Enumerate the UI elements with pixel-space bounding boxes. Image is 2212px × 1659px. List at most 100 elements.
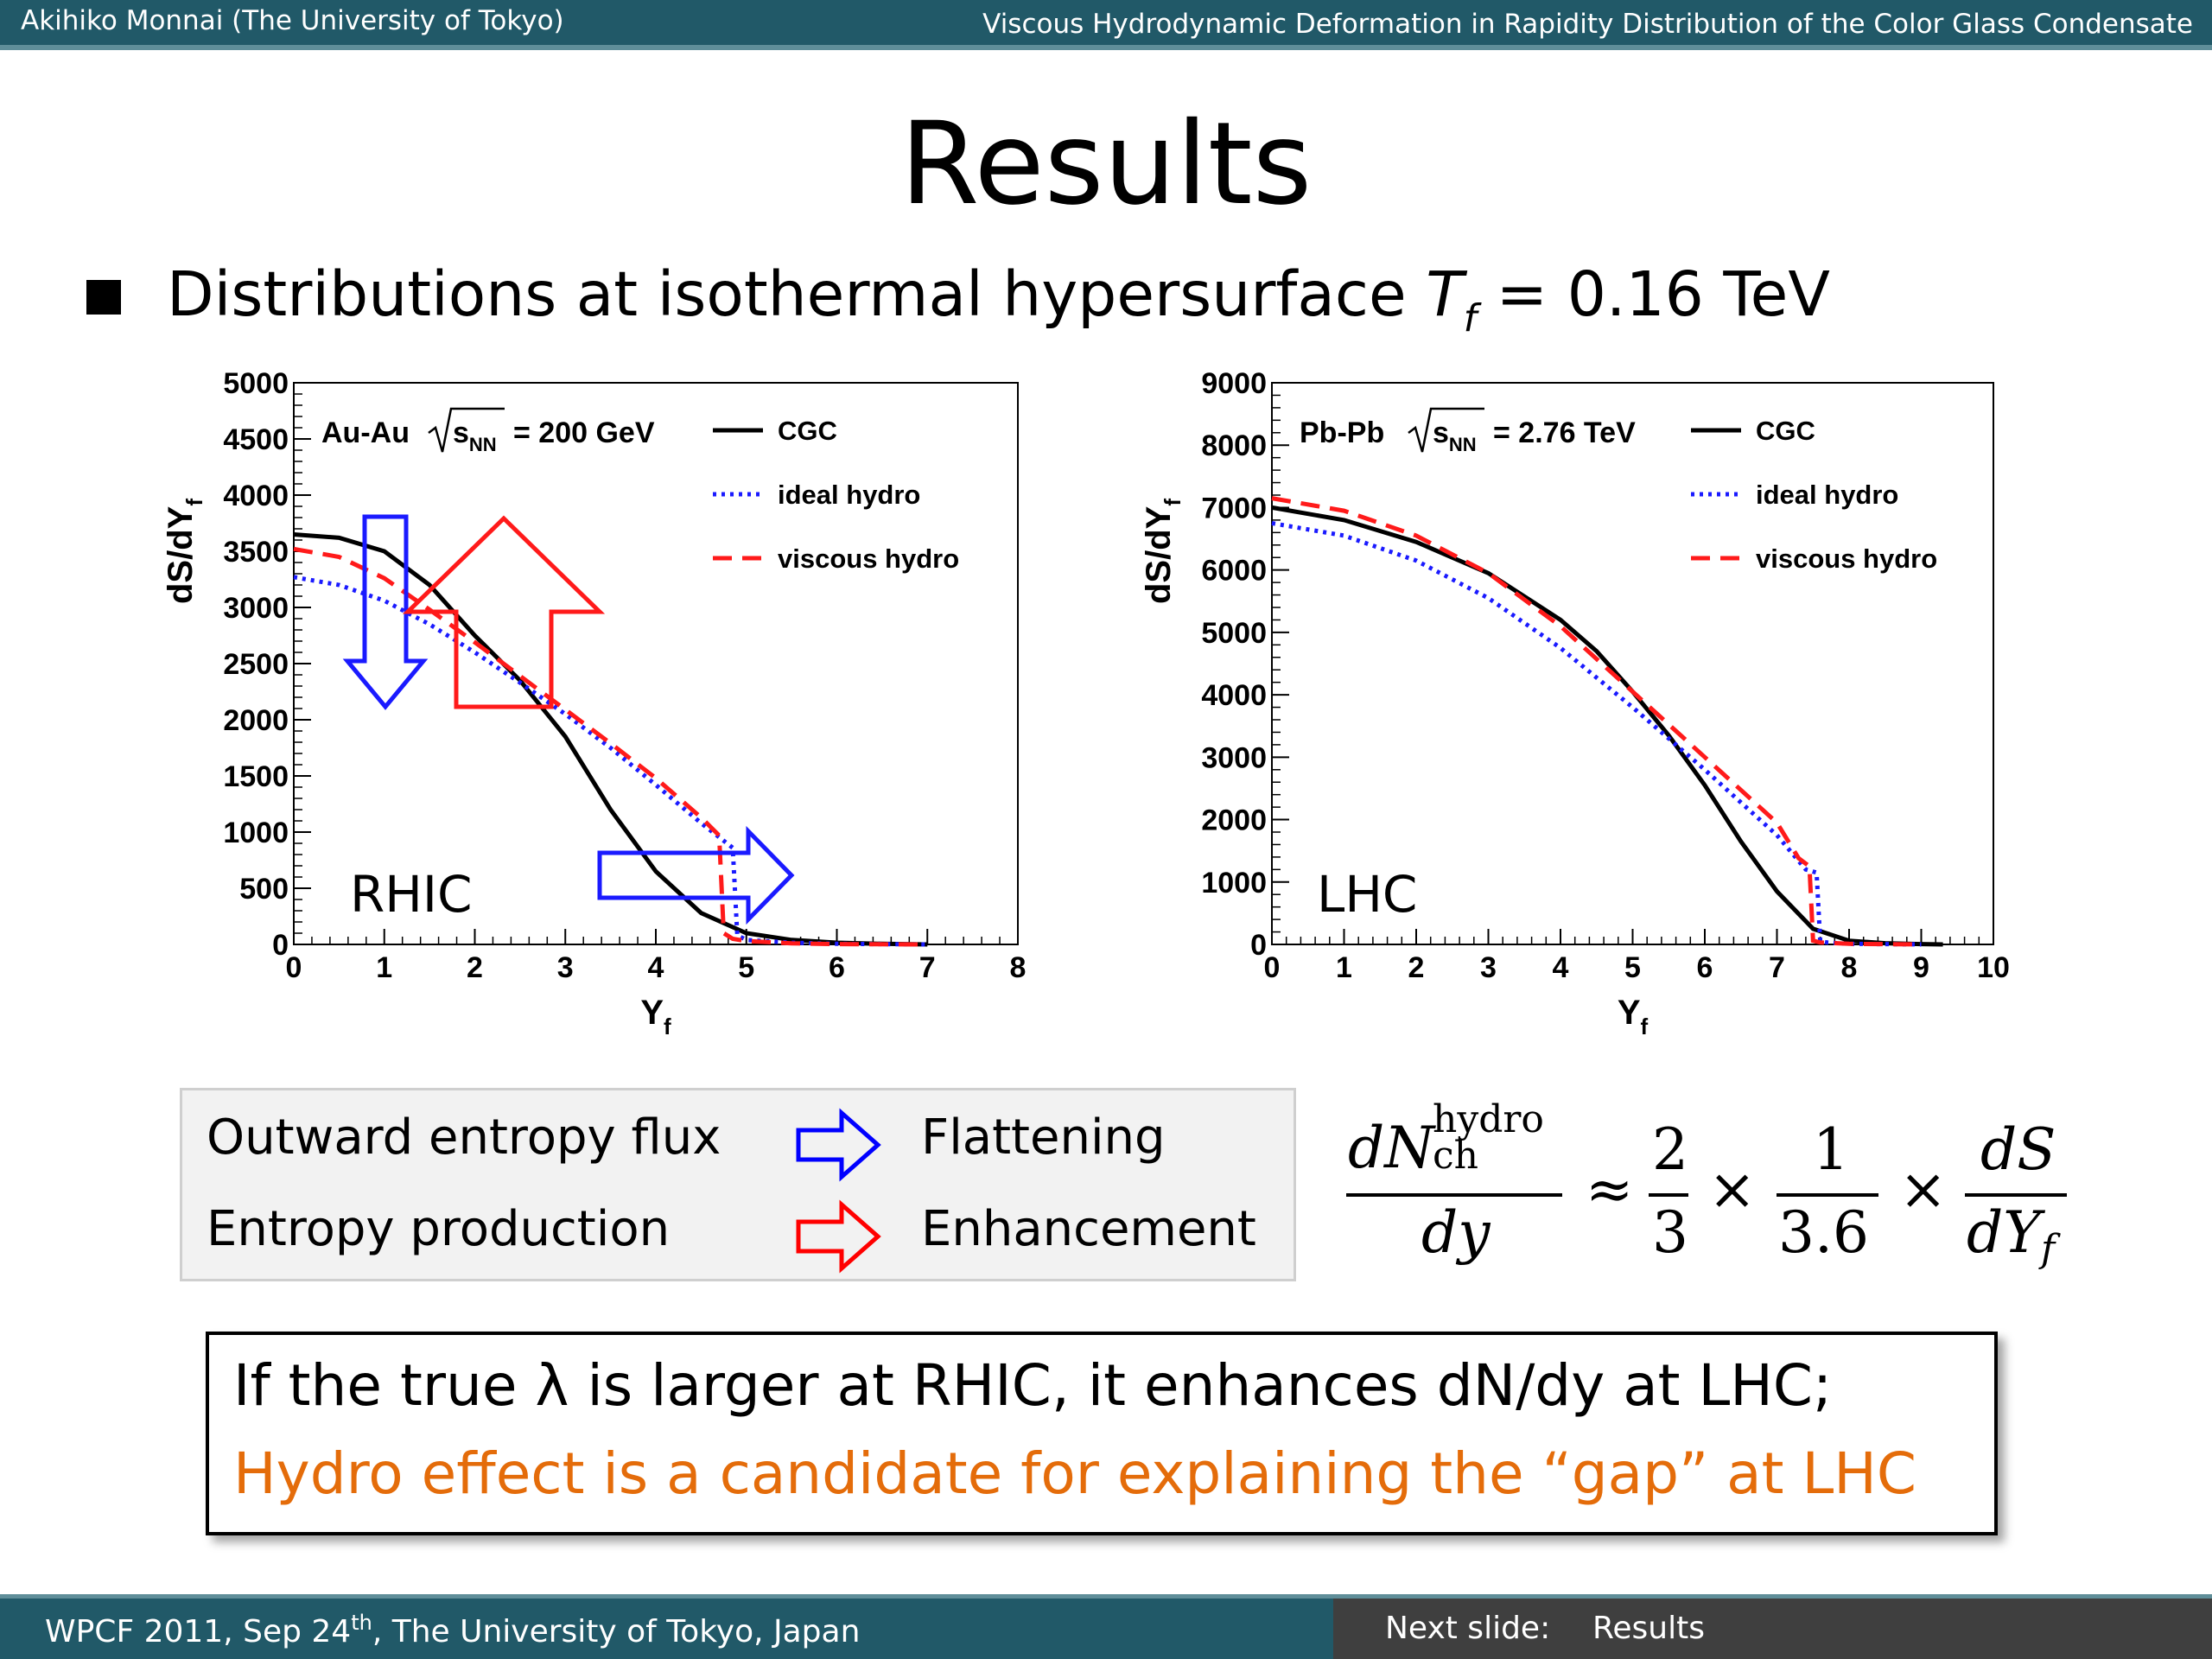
bullet-square-icon [86,280,121,315]
next-slide-label: Next slide: [1385,1611,1551,1646]
y-tick-label: 1000 [223,817,289,849]
y-tick-label: 2500 [223,648,289,681]
x-tick-label: 7 [919,951,936,984]
formula-f1-num: 2 [1652,1116,1688,1183]
y-tick-label: 8000 [1201,429,1267,462]
event-label: WPCF 2011, Sep 24th, The University of T… [45,1611,860,1649]
x-tick-label: 7 [1769,951,1785,984]
y-tick-label: 9000 [1201,367,1267,400]
header-bar: Akihiko Monnai (The University of Tokyo)… [0,0,2212,50]
blue-arrow-icon [796,1108,881,1182]
x-axis-label-main: Y [1618,994,1641,1032]
bullet-var: T [1426,258,1464,330]
y-tick-label: 4500 [223,423,289,456]
slide-title: Results [899,98,1313,231]
bullet-post: = 0.16 TeV [1477,258,1830,330]
y-axis-label-sub: f [181,499,207,506]
panel-label: LHC [1317,865,1417,924]
bullet-text: Distributions at isothermal hypersurface… [167,256,1830,358]
sqrt-icon [1408,407,1484,453]
charts-area: 0 1 2 3 4 5 6 7 8 0 500 1000 1500 2000 2500 3000 3500 400… [162,367,2010,1039]
event-sup: th [351,1611,372,1635]
y-axis-label-main: dS/dY [162,505,200,604]
next-slide-value[interactable]: Results [1592,1611,1705,1646]
y-tick-label: 500 [239,873,289,906]
x-tick-label: 2 [1408,951,1425,984]
legend-label: CGC [1756,416,1815,446]
x-tick-label: 9 [1913,951,1929,984]
fraction-bar [1649,1193,1688,1197]
y-tick-label: 4000 [223,480,289,512]
y-tick-label: 1500 [223,760,289,793]
x-tick-label: 1 [376,951,392,984]
down-arrow-icon [342,514,429,710]
conclusion-box: If the true λ is larger at RHIC, it enha… [206,1332,1998,1535]
talk-title-label: Viscous Hydrodynamic Deformation in Rapi… [982,9,2193,40]
bullet-pre: Distributions at isothermal hypersurface [167,258,1427,330]
x-tick-label: 8 [1841,951,1858,984]
formula-lhs-num: dN [1348,1115,1434,1181]
row1-left: Outward entropy flux [207,1109,721,1166]
sqrt-s-nn: sNN [1433,416,1477,455]
y-tick-label: 3500 [223,536,289,569]
series-line-ideal-hydro [1271,521,1922,947]
legend-label: CGC [778,416,837,446]
fraction-bar [1346,1193,1562,1197]
x-tick-label: 4 [1553,951,1569,984]
fraction-bar [1777,1193,1878,1197]
legend-label: viscous hydro [1756,543,1937,574]
x-tick-label: 2 [467,951,483,984]
x-tick-label: 6 [1697,951,1713,984]
author-label: Akihiko Monnai (The University of Tokyo) [21,5,564,36]
formula: dN hydro ch dy ≈ 2 3 × 1 3.6 × dS dY f [1339,1097,2067,1287]
formula-approx: ≈ [1586,1156,1634,1223]
x-tick-label: 1 [1336,951,1352,984]
x-tick-label: 5 [1624,951,1641,984]
panel-label: RHIC [350,865,473,924]
x-axis-label: Yf [1618,994,1649,1039]
lhc-chart: 0 1 2 3 4 5 6 7 8 9 10 0 1000 2000 3000 4000 5000 6000 700… [1140,367,2010,1039]
energy-label: = 200 GeV [513,416,655,449]
formula-times-1: × [1708,1156,1757,1223]
y-axis-label: dS/dYf [1140,499,1185,604]
x-tick-label: 4 [648,951,664,984]
legend-label: ideal hydro [1756,480,1898,510]
y-tick-label: 3000 [1201,741,1267,774]
formula-f3-num: dS [1980,1116,2056,1183]
red-arrow-icon [796,1199,881,1274]
y-tick-label: 7000 [1201,492,1267,524]
up-arrow-icon [402,515,606,709]
x-tick-label: 0 [286,951,302,984]
sqrt-s: s [1433,416,1449,449]
sqrt-s: s [453,416,469,449]
y-tick-label: 5000 [1201,617,1267,650]
x-tick-label: 6 [829,951,845,984]
formula-f1-den: 3 [1652,1199,1688,1266]
x-axis-label: Yf [640,994,671,1039]
row2-right: Enhancement [921,1201,1256,1257]
x-tick-label: 3 [557,951,574,984]
formula-lhs-sub: ch [1433,1134,1478,1178]
rhic-chart: 0 1 2 3 4 5 6 7 8 0 500 1000 1500 2000 2500 3000 3500 400… [162,367,1026,1039]
formula-times-2: × [1899,1156,1948,1223]
x-tick-label: 5 [738,951,754,984]
plot-frame [293,382,1019,945]
y-tick-label: 2000 [1201,804,1267,837]
formula-f2-num: 1 [1813,1116,1849,1183]
sqrt-icon [428,407,505,453]
x-tick-label: 3 [1480,951,1497,984]
sqrt-s-nn: sNN [453,416,497,455]
y-axis-label-main: dS/dY [1140,505,1178,604]
y-tick-label: 5000 [223,367,289,400]
formula-lhs-sup: hydro [1433,1097,1544,1141]
x-axis-label-sub: f [664,1014,671,1039]
x-axis-label-main: Y [640,994,664,1032]
x-tick-label: 10 [1977,951,2010,984]
y-tick-label: 0 [272,929,289,962]
formula-lhs-den: dy [1421,1199,1491,1266]
formula-f3-den: dY [1967,1199,2041,1266]
y-tick-label: 0 [1250,929,1267,962]
system-label: Au-Au [321,416,410,449]
next-slide-panel[interactable]: Next slide: Results [1333,1599,2212,1659]
legend-label: viscous hydro [778,543,959,574]
